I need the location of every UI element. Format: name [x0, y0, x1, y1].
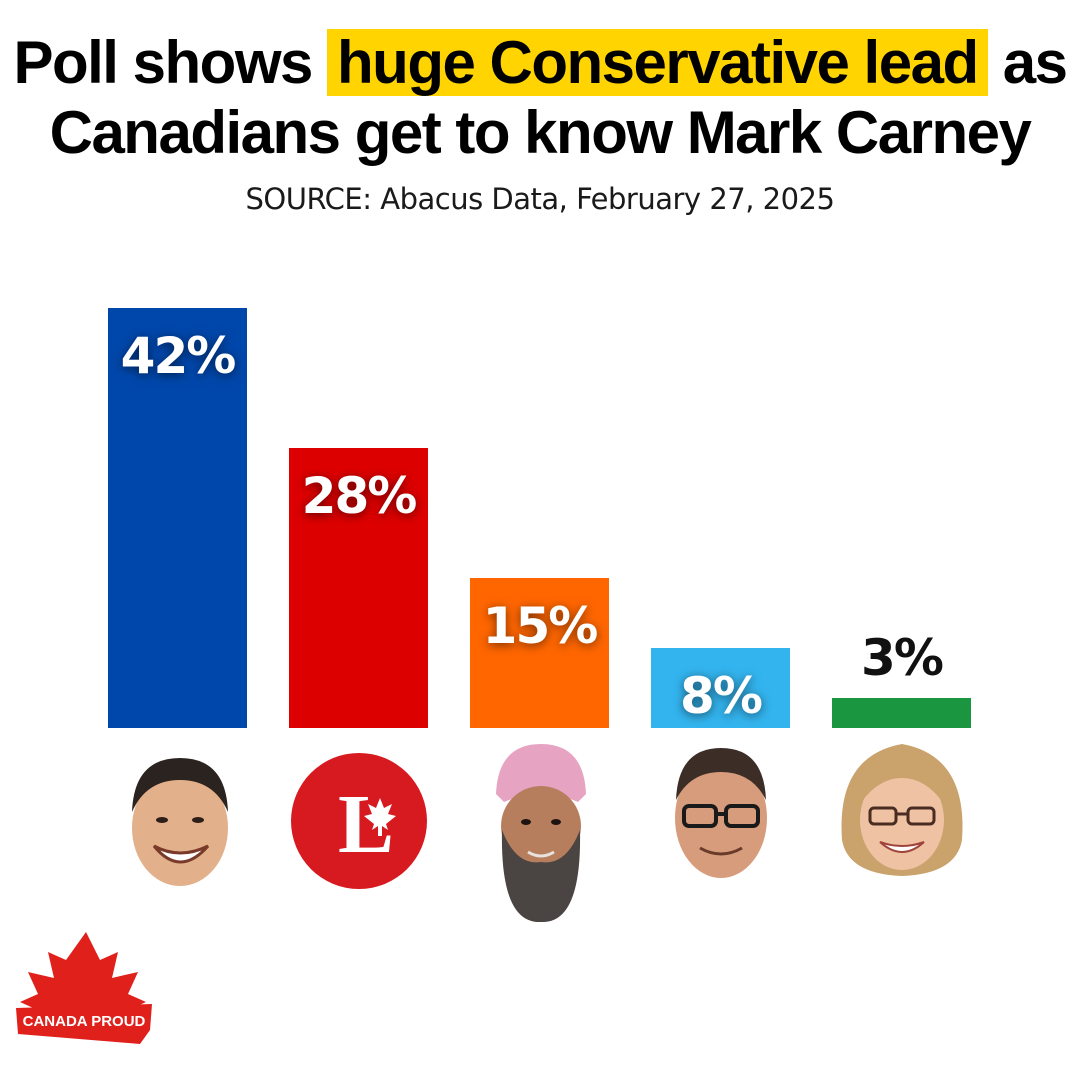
title-line-1: Poll shows huge Conservative lead as [0, 28, 1080, 98]
title-highlight: huge Conservative lead [327, 29, 988, 96]
title-text-start: Poll shows [13, 29, 328, 96]
bar-5 [832, 698, 971, 728]
bar-value-label-3: 15% [482, 597, 599, 655]
logo-banner [16, 1004, 152, 1044]
bloc-leader-portrait-icon [675, 748, 767, 878]
canada-proud-logo: CANADA PROUD [16, 932, 152, 1044]
green-leader-portrait-icon [841, 744, 963, 876]
chart-title: Poll shows huge Conservative lead as Can… [0, 28, 1080, 168]
bar-2 [289, 448, 428, 728]
chart-source: SOURCE: Abacus Data, February 27, 2025 [245, 182, 835, 216]
conservative-leader-portrait-icon [132, 758, 228, 886]
bar-3 [470, 578, 609, 728]
logo-text: CANADA PROUD [23, 1013, 146, 1030]
maple-leaf-icon [20, 932, 146, 1012]
bar-1 [108, 308, 247, 728]
bar-4 [651, 648, 790, 728]
title-text-end: as [987, 29, 1068, 96]
liberal-party-logo-icon: L [291, 753, 427, 889]
bar-value-label-1: 42% [120, 327, 237, 385]
bar-value-label-2: 28% [301, 467, 418, 525]
bar-value-label-4: 8% [680, 667, 763, 725]
title-line-2: Canadians get to know Mark Carney [49, 99, 1032, 166]
ndp-leader-portrait-icon [496, 744, 586, 923]
bar-value-label-5: 3% [861, 629, 944, 687]
